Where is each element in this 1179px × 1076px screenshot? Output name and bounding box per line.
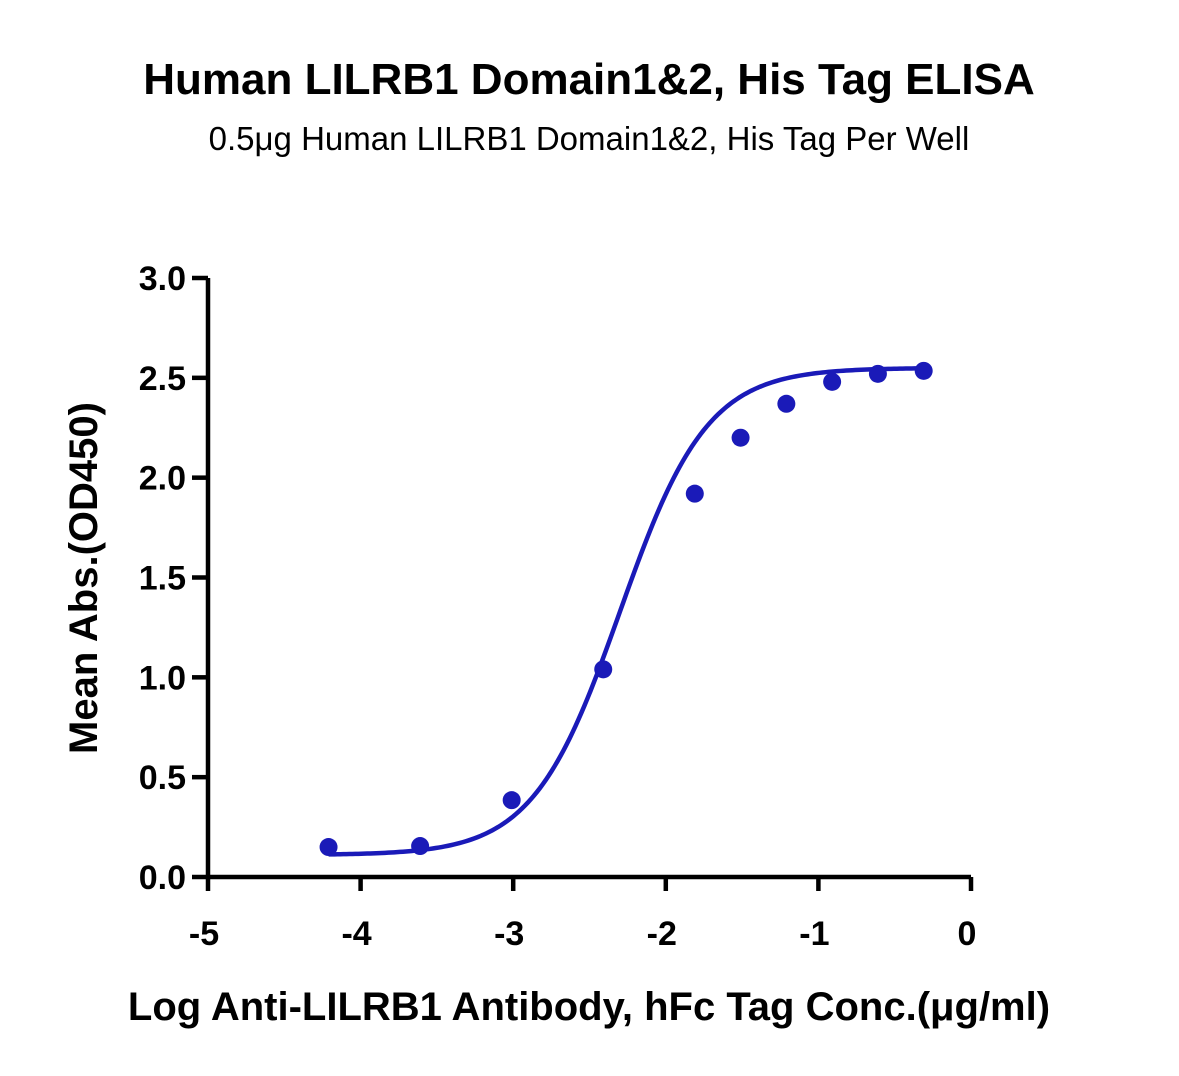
data-point: [868, 364, 887, 383]
x-tick-label: -2: [647, 915, 677, 953]
data-point: [731, 428, 750, 447]
y-tick-label: 1.5: [139, 560, 186, 598]
y-axis-label: Mean Abs.(OD450): [62, 402, 106, 754]
x-tick-label: 0: [958, 915, 977, 953]
x-tick-label: -1: [799, 915, 829, 953]
data-point: [777, 394, 796, 413]
y-tick-label: 2.5: [139, 360, 186, 398]
y-tick-label: 3.0: [139, 260, 186, 298]
y-tick-label: 1.0: [139, 659, 186, 697]
x-tick-label: -4: [341, 915, 371, 953]
plot-area: [319, 361, 933, 857]
y-tick-label: 0.0: [139, 859, 186, 897]
axes: -5 -4 -3 -2 -1 0 0.0 0.5 1.0 1.5 2.0 2.5 3.0: [139, 260, 977, 953]
x-tick-label: -3: [494, 915, 524, 953]
data-point: [594, 660, 613, 679]
data-point: [319, 838, 338, 857]
x-axis-label: Log Anti-LILRB1 Antibody, hFc Tag Conc.(…: [128, 985, 1050, 1029]
data-point: [685, 484, 704, 503]
chart-title: Human LILRB1 Domain1&2, His Tag ELISA: [143, 55, 1035, 104]
data-point: [502, 791, 521, 810]
data-point: [823, 372, 842, 391]
y-tick-label: 0.5: [139, 759, 186, 797]
chart-subtitle: 0.5μg Human LILRB1 Domain1&2, His Tag Pe…: [209, 120, 970, 157]
y-tick-label: 2.0: [139, 460, 186, 498]
fit-curve: [328, 366, 924, 857]
x-tick-label: -5: [189, 915, 219, 953]
data-point: [411, 837, 430, 856]
data-point: [914, 361, 933, 380]
